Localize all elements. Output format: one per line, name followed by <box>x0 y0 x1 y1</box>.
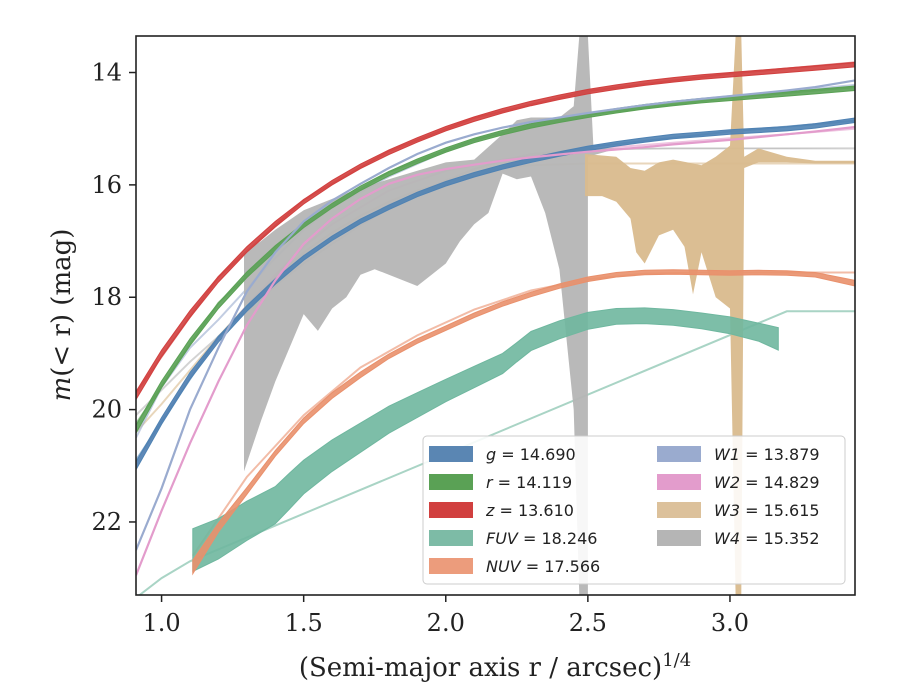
band-r <box>136 85 855 435</box>
y-tick-label: 22 <box>91 508 122 536</box>
legend-swatch-nuv <box>429 558 473 574</box>
band-g <box>136 117 855 471</box>
x-tick-label: 1.0 <box>142 609 180 637</box>
x-tick-label: 1.5 <box>285 609 323 637</box>
line-w2 <box>136 125 855 576</box>
legend-label-fuv: FUV = 18.246 <box>486 529 597 548</box>
x-tick-label: 2.5 <box>569 609 607 637</box>
x-axis: 1.0 1.5 2.0 2.5 3.0 <box>142 595 749 637</box>
legend-swatch-fuv <box>429 530 473 546</box>
legend-swatch-w2 <box>657 474 701 490</box>
legend-box <box>422 435 846 585</box>
y-tick-label: 20 <box>91 396 122 424</box>
band-z <box>136 61 855 401</box>
band-w3 <box>585 36 855 595</box>
legend-label-w1: W1 = 13.879 <box>714 445 820 464</box>
legend: g = 14.690 r = 14.119 z = 13.610 FUV = 18.2… <box>422 435 846 585</box>
legend-label-nuv: NUV = 17.566 <box>486 557 600 576</box>
legend-label-r: r = 14.119 <box>486 473 572 492</box>
band-fuv <box>192 307 779 573</box>
y-tick-label: 16 <box>91 171 122 199</box>
legend-swatch-w1 <box>657 446 701 462</box>
x-tick-label: 3.0 <box>711 609 749 637</box>
x-axis-label: (Semi-major axis r / arcsec)1/4 <box>299 650 691 683</box>
legend-label-g: g = 14.690 <box>486 445 576 464</box>
legend-swatch-w3 <box>657 502 701 518</box>
y-axis: 14 16 18 20 22 <box>91 59 136 536</box>
plot-area <box>136 36 855 595</box>
legend-swatch-r <box>429 474 473 490</box>
legend-label-w4: W4 = 15.352 <box>714 529 820 548</box>
y-axis-label: m(< r) (mag) <box>47 229 77 402</box>
plot-frame <box>135 35 856 596</box>
y-tick-label: 14 <box>91 59 122 87</box>
x-tick-label: 2.0 <box>427 609 465 637</box>
legend-label-z: z = 13.610 <box>485 501 574 520</box>
band-w4 <box>244 36 855 595</box>
line-w1 <box>136 79 855 551</box>
y-tick-label: 18 <box>91 283 122 311</box>
band-nuv <box>192 269 855 576</box>
legend-swatch-z <box>429 502 473 518</box>
legend-swatch-w4 <box>657 530 701 546</box>
fit-line-fuv <box>137 310 855 595</box>
legend-swatch-g <box>429 446 473 462</box>
legend-label-w2: W2 = 14.829 <box>714 473 820 492</box>
legend-label-w3: W3 = 15.615 <box>714 501 820 520</box>
